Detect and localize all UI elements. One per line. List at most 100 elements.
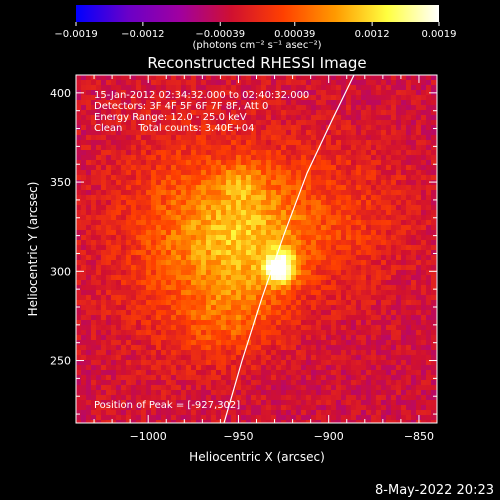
heatmap-cell [351, 235, 357, 241]
heatmap-cell [376, 120, 382, 126]
heatmap-cell [81, 210, 87, 216]
heatmap-cell [341, 280, 347, 286]
heatmap-cell [416, 195, 422, 201]
heatmap-cell [421, 120, 427, 126]
heatmap-cell [426, 350, 432, 356]
heatmap-cell [171, 140, 177, 146]
heatmap-cell [401, 330, 407, 336]
heatmap-cell [296, 200, 302, 206]
heatmap-cell [431, 105, 437, 111]
heatmap-cell [161, 315, 167, 321]
heatmap-cell [306, 315, 312, 321]
heatmap-cell [136, 340, 142, 346]
heatmap-cell [231, 280, 237, 286]
heatmap-cell [421, 400, 427, 406]
heatmap-cell [376, 315, 382, 321]
heatmap-cell [346, 290, 352, 296]
heatmap-cell [131, 365, 137, 371]
heatmap-cell [356, 200, 362, 206]
heatmap-cell [256, 255, 262, 261]
heatmap-cell [106, 380, 112, 386]
heatmap-cell [386, 315, 392, 321]
heatmap-cell [431, 390, 437, 396]
heatmap-cell [381, 315, 387, 321]
heatmap-cell [381, 360, 387, 366]
heatmap-cell [361, 355, 367, 361]
heatmap-cell [301, 280, 307, 286]
heatmap-cell [76, 295, 82, 301]
heatmap-cell [396, 360, 402, 366]
heatmap-cell [221, 200, 227, 206]
heatmap-cell [146, 335, 152, 341]
heatmap-cell [181, 105, 187, 111]
heatmap-cell [76, 370, 82, 376]
heatmap-cell [196, 180, 202, 186]
heatmap-cell [211, 170, 217, 176]
heatmap-cell [256, 240, 262, 246]
heatmap-cell [336, 215, 342, 221]
heatmap-cell [231, 105, 237, 111]
heatmap-cell [196, 380, 202, 386]
heatmap-cell [361, 140, 367, 146]
heatmap-cell [191, 280, 197, 286]
heatmap-cell [411, 160, 417, 166]
heatmap-cell [396, 190, 402, 196]
heatmap-cell [421, 235, 427, 241]
heatmap-cell [121, 255, 127, 261]
heatmap-cell [271, 265, 277, 271]
heatmap-cell [326, 205, 332, 211]
heatmap-cell [141, 360, 147, 366]
heatmap-cell [421, 85, 427, 91]
heatmap-cell [341, 160, 347, 166]
heatmap-cell [226, 215, 232, 221]
heatmap-cell [181, 155, 187, 161]
heatmap-cell [346, 85, 352, 91]
heatmap-cell [191, 395, 197, 401]
heatmap-cell [391, 295, 397, 301]
heatmap-cell [246, 395, 252, 401]
heatmap-cell [376, 80, 382, 86]
heatmap-cell [311, 110, 317, 116]
heatmap-cell [76, 375, 82, 381]
heatmap-cell [386, 95, 392, 101]
heatmap-cell [306, 180, 312, 186]
heatmap-cell [156, 340, 162, 346]
heatmap-cell [161, 90, 167, 96]
heatmap-cell [91, 155, 97, 161]
heatmap-cell [126, 300, 132, 306]
heatmap-cell [226, 130, 232, 136]
heatmap-cell [231, 340, 237, 346]
heatmap-cell [411, 230, 417, 236]
heatmap-cell [186, 120, 192, 126]
heatmap-cell [126, 255, 132, 261]
heatmap-cell [271, 135, 277, 141]
heatmap-cell [381, 165, 387, 171]
heatmap-cell [341, 135, 347, 141]
heatmap-cell [121, 240, 127, 246]
heatmap-cell [236, 150, 242, 156]
heatmap-cell [101, 395, 107, 401]
heatmap-cell [146, 145, 152, 151]
heatmap-cell [176, 215, 182, 221]
heatmap-cell [286, 200, 292, 206]
heatmap-cell [216, 95, 222, 101]
heatmap-cell [336, 125, 342, 131]
heatmap-cell [86, 170, 92, 176]
heatmap-cell [76, 185, 82, 191]
heatmap-cell [136, 105, 142, 111]
heatmap-cell [221, 175, 227, 181]
heatmap-cell [231, 305, 237, 311]
heatmap-cell [146, 350, 152, 356]
heatmap-cell [226, 185, 232, 191]
heatmap-cell [201, 380, 207, 386]
heatmap-cell [266, 170, 272, 176]
heatmap-cell [306, 385, 312, 391]
heatmap-cell [356, 270, 362, 276]
heatmap-cell [386, 320, 392, 326]
heatmap-cell [266, 255, 272, 261]
heatmap-cell [171, 225, 177, 231]
heatmap-cell [421, 350, 427, 356]
heatmap-cell [231, 85, 237, 91]
heatmap-cell [281, 325, 287, 331]
heatmap-cell [216, 175, 222, 181]
